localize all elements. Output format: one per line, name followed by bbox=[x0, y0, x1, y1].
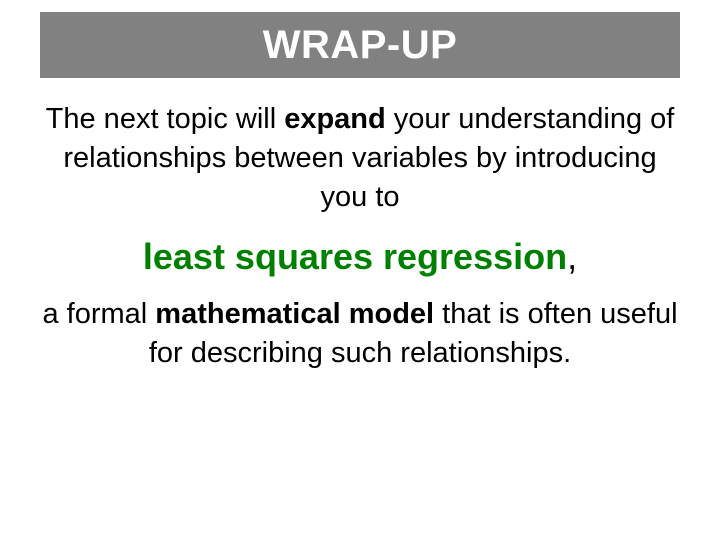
intro-bold: expand bbox=[284, 103, 386, 135]
slide: WRAP-UP The next topic will expand your … bbox=[0, 0, 720, 540]
highlight-comma: , bbox=[567, 236, 577, 277]
highlight-text: least squares regression bbox=[143, 236, 567, 277]
header-title: WRAP-UP bbox=[263, 23, 458, 68]
intro-paragraph: The next topic will expand your understa… bbox=[40, 100, 680, 217]
header-bar: WRAP-UP bbox=[40, 12, 680, 78]
body-text: The next topic will expand your understa… bbox=[40, 96, 680, 373]
highlight-line: least squares regression, bbox=[40, 235, 680, 278]
closing-paragraph: a formal mathematical model that is ofte… bbox=[40, 295, 680, 373]
intro-pre: The next topic will bbox=[46, 103, 285, 135]
closing-pre: a formal bbox=[42, 298, 155, 330]
closing-bold: mathematical model bbox=[155, 298, 434, 330]
